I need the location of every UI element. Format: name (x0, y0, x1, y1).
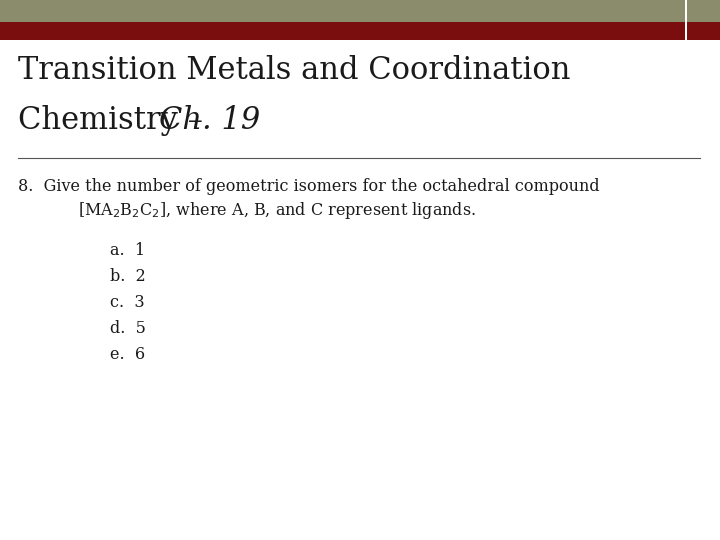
Text: a.  1: a. 1 (110, 242, 145, 259)
Text: Ch. 19: Ch. 19 (159, 105, 260, 136)
Text: [MA$_2$B$_2$C$_2$], where A, B, and C represent ligands.: [MA$_2$B$_2$C$_2$], where A, B, and C re… (78, 200, 476, 221)
Text: d.  5: d. 5 (110, 320, 146, 337)
Text: c.  3: c. 3 (110, 294, 145, 311)
Text: e.  6: e. 6 (110, 346, 145, 363)
Text: Chemistry –: Chemistry – (18, 105, 212, 136)
Text: b.  2: b. 2 (110, 268, 145, 285)
Text: 8.  Give the number of geometric isomers for the octahedral compound: 8. Give the number of geometric isomers … (18, 178, 600, 195)
Text: Transition Metals and Coordination: Transition Metals and Coordination (18, 55, 570, 86)
